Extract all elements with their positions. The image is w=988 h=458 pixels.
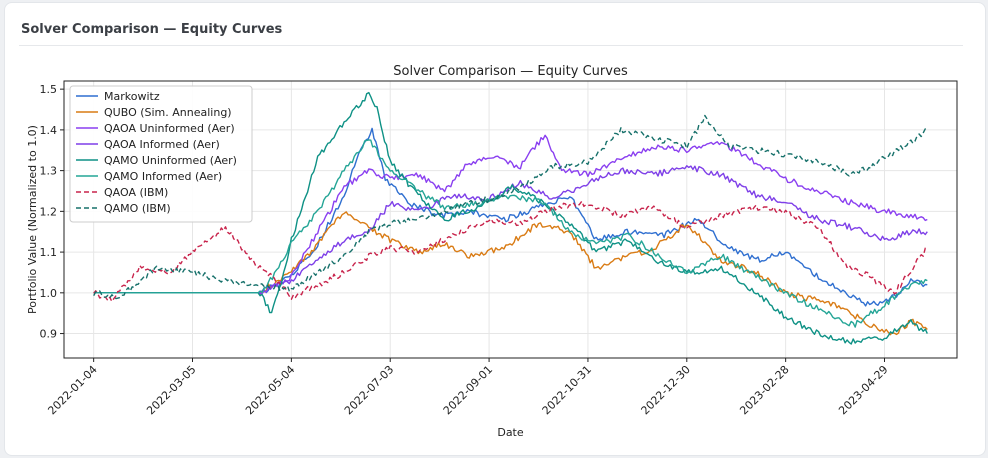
x-axis-label: Date <box>497 426 524 439</box>
x-tick-label: 2022-10-31 <box>540 363 594 417</box>
legend-label: QAOA Uninformed (Aer) <box>104 122 235 135</box>
y-tick-label: 1.5 <box>40 83 58 96</box>
y-tick-label: 1.2 <box>40 205 58 218</box>
chart-card: Solver Comparison — Equity Curves <box>4 2 986 456</box>
legend-label: QAOA (IBM) <box>104 186 168 199</box>
x-tick-label: 2022-03-05 <box>144 363 198 417</box>
x-tick-label: 2023-04-29 <box>836 363 890 417</box>
legend-box <box>69 85 253 223</box>
y-axis-label: Portfolio Value (Normalized to 1.0) <box>26 125 39 314</box>
x-tick-label: 2023-02-28 <box>737 363 791 417</box>
y-tick-label: 1.0 <box>40 287 58 300</box>
legend-label: Markowitz <box>104 90 160 103</box>
y-tick-label: 1.4 <box>40 124 58 137</box>
x-tick-label: 2022-09-01 <box>441 363 495 417</box>
chart-title: Solver Comparison — Equity Curves <box>393 64 628 79</box>
series-line <box>93 211 928 336</box>
legend-label: QUBO (Sim. Annealing) <box>104 106 232 119</box>
legend-label: QAOA Informed (Aer) <box>104 138 220 151</box>
y-tick-label: 0.9 <box>40 328 58 341</box>
legend-label: QAMO (IBM) <box>104 202 171 215</box>
x-tick-label: 2022-07-03 <box>342 363 396 417</box>
legend-label: QAMO Uninformed (Aer) <box>104 154 237 167</box>
x-tick-label: 2022-05-04 <box>243 363 297 417</box>
y-tick-label: 1.1 <box>40 246 58 259</box>
legend-label: QAMO Informed (Aer) <box>104 170 222 183</box>
series-line <box>93 114 928 300</box>
card-title: Solver Comparison — Equity Curves <box>21 22 283 37</box>
plot-frame <box>63 80 958 359</box>
series-line <box>93 200 928 303</box>
y-tick-label: 1.3 <box>40 165 58 178</box>
series-line <box>93 139 928 328</box>
x-tick-label: 2022-12-30 <box>639 363 693 417</box>
series-layer <box>93 91 928 345</box>
card-divider <box>19 45 963 46</box>
legend: Markowitz QUBO (Sim. Annealing) QAOA Uninf… <box>69 85 253 223</box>
x-tick-label: 2022-01-04 <box>45 363 99 417</box>
